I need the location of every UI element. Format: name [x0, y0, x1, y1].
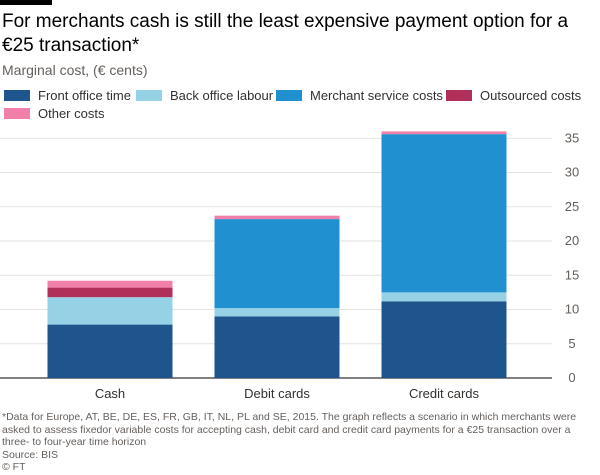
bar-segment [381, 301, 507, 378]
bar-segment [214, 215, 340, 220]
ft-accent-bar [0, 0, 52, 5]
x-category-label: Cash [95, 386, 125, 401]
stacked-bar-chart: 0 5 10 15 20 25 30 35 Cash Debit cards Credit card… [0, 130, 579, 401]
y-tick-label: 15 [565, 267, 579, 282]
y-tick-label: 10 [565, 302, 579, 317]
bar-segment [47, 297, 173, 325]
y-tick-label: 30 [565, 165, 579, 180]
chart-title: For merchants cash is still the least ex… [2, 11, 569, 56]
legend-swatch [276, 90, 302, 101]
bar-segment [214, 308, 340, 317]
x-category-label: Debit cards [244, 386, 310, 401]
legend-item-outsourced: Outsourced costs [446, 88, 581, 103]
bar-segment [47, 280, 173, 288]
legend-label: Front office time [38, 88, 131, 103]
bar-segment [47, 324, 173, 378]
legend-label: Other costs [38, 106, 105, 121]
legend-label: Back office labour [170, 88, 274, 103]
legend-swatch [4, 108, 30, 119]
legend-label: Outsourced costs [480, 88, 582, 103]
legend-item-merchant-service: Merchant service costs [276, 88, 443, 103]
legend-swatch [136, 90, 162, 101]
footnote-text: *Data for Europe, AT, BE, DE, ES, FR, GB… [2, 411, 577, 448]
bar-segment [381, 134, 507, 293]
y-tick-label: 5 [568, 336, 575, 351]
legend-swatch [446, 90, 472, 101]
y-tick-label: 20 [565, 233, 579, 248]
chart-subtitle: Marginal cost, (€ cents) [2, 62, 148, 78]
bar-segment [381, 292, 507, 302]
bar-segment [381, 131, 507, 135]
bar-segment [214, 316, 340, 378]
y-tick-label: 0 [568, 370, 575, 385]
legend-label: Merchant service costs [310, 88, 443, 103]
y-tick-label: 35 [565, 130, 579, 145]
bar-segment [47, 287, 173, 298]
source-text: Source: BIS [2, 448, 59, 461]
legend-item-front-office: Front office time [4, 88, 131, 103]
x-category-label: Credit cards [409, 386, 480, 401]
chart-legend: Front office time Back office labour Mer… [0, 88, 600, 122]
legend-item-back-office: Back office labour [136, 88, 273, 103]
chart-footnotes: *Data for Europe, AT, BE, DE, ES, FR, GB… [2, 411, 596, 474]
legend-swatch [4, 90, 30, 101]
ft-credit: © FT [2, 461, 26, 473]
y-tick-label: 25 [565, 199, 579, 214]
bar-segment [214, 219, 340, 309]
legend-item-other: Other costs [4, 106, 104, 121]
